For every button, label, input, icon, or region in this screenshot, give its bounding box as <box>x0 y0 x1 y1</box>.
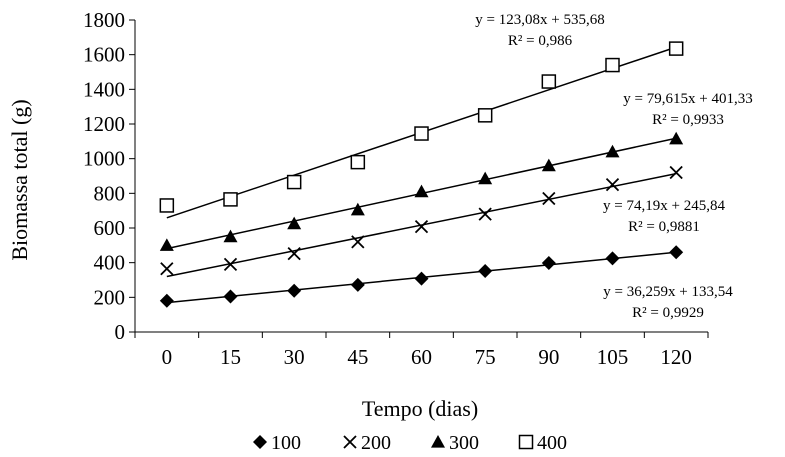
legend-marker <box>518 434 534 450</box>
data-point <box>414 271 429 286</box>
data-point <box>350 154 366 170</box>
x-tick-label: 45 <box>347 345 368 369</box>
y-tick-label: 600 <box>94 216 126 240</box>
trendline <box>166 172 677 278</box>
data-point <box>223 229 238 243</box>
data-point <box>350 202 365 216</box>
x-tick-label: 60 <box>411 345 432 369</box>
y-tick-label: 1200 <box>83 112 125 136</box>
y-tick-label: 0 <box>115 320 126 344</box>
data-point <box>542 191 556 206</box>
data-point <box>287 283 302 298</box>
x-tick-label: 75 <box>475 345 496 369</box>
data-point <box>478 207 492 221</box>
data-point <box>223 192 238 207</box>
data-point <box>478 171 493 185</box>
data-point <box>223 257 238 272</box>
data-point <box>669 131 684 145</box>
y-tick-label: 1600 <box>83 43 125 67</box>
x-tick-label: 30 <box>284 345 305 369</box>
y-tick-label: 400 <box>94 251 126 275</box>
data-point <box>159 238 174 251</box>
x-tick-label: 105 <box>597 345 629 369</box>
data-point <box>478 263 493 278</box>
r-squared-label: R² = 0,9881 <box>628 219 700 235</box>
data-point <box>541 158 556 172</box>
y-tick-label: 800 <box>94 181 126 205</box>
data-point <box>223 289 238 304</box>
data-point <box>605 144 620 158</box>
legend-item-200: 200 <box>343 432 391 454</box>
data-point <box>541 256 556 271</box>
y-tick-label: 1800 <box>83 8 125 32</box>
legend-label: 300 <box>449 432 479 454</box>
data-point <box>669 165 683 180</box>
data-point <box>351 235 365 249</box>
legend: 100 200 300 400 <box>253 432 567 454</box>
r-squared-label: R² = 0,9933 <box>652 112 724 128</box>
data-point <box>414 184 429 198</box>
data-point <box>159 293 174 308</box>
r-squared-label: R² = 0,986 <box>508 33 573 49</box>
y-axis-title: Biomassa total (g) <box>7 99 32 260</box>
legend-label: 400 <box>537 432 567 454</box>
legend-label: 100 <box>271 432 301 454</box>
series-100: y = 36,259x + 133,54 R² = 0,9929 <box>159 245 733 321</box>
x-tick-label: 15 <box>220 345 241 369</box>
data-point <box>414 126 429 141</box>
plot-area: 0 200 400 600 800 1000 1200 1400 1600 1800 0 15 30 45… <box>83 8 753 369</box>
series-400: y = 123,08x + 535,68 R² = 0,986 <box>159 12 684 219</box>
series-200: y = 74,19x + 245,84 R² = 0,9881 <box>160 165 725 278</box>
data-point <box>669 245 684 260</box>
data-point <box>605 178 620 192</box>
legend-item-100: 100 <box>253 432 301 454</box>
x-tick-label: 120 <box>660 345 692 369</box>
legend-label: 200 <box>361 432 391 454</box>
trend-equation-label: y = 36,259x + 133,54 <box>603 284 733 300</box>
data-point <box>159 198 175 213</box>
r-squared-label: R² = 0,9929 <box>632 305 704 321</box>
y-tick-label: 1400 <box>83 77 125 101</box>
trend-equation-label: y = 79,615x + 401,33 <box>623 91 752 107</box>
y-tick-label: 1000 <box>83 147 125 171</box>
legend-marker <box>253 435 267 449</box>
data-point <box>286 174 302 190</box>
data-point <box>350 277 365 292</box>
legend-item-300: 300 <box>431 432 479 454</box>
data-point <box>287 247 301 261</box>
data-point <box>541 74 557 89</box>
data-point <box>160 262 174 276</box>
legend-marker <box>343 435 357 449</box>
legend-marker <box>431 435 445 448</box>
legend-item-400: 400 <box>518 432 567 454</box>
data-point <box>605 57 620 73</box>
data-point <box>287 216 302 230</box>
data-point <box>414 219 429 234</box>
trend-equation-label: y = 123,08x + 535,68 <box>475 12 604 28</box>
data-point <box>477 108 493 123</box>
y-tick-label: 200 <box>94 285 126 309</box>
x-tick-label: 0 <box>162 345 173 369</box>
series-300: y = 79,615x + 401,33 R² = 0,9933 <box>159 91 753 251</box>
trend-equation-label: y = 74,19x + 245,84 <box>603 198 725 214</box>
x-axis-title: Tempo (dias) <box>362 396 478 421</box>
data-point <box>668 41 684 56</box>
data-point <box>605 251 620 266</box>
x-tick-label: 90 <box>538 345 559 369</box>
